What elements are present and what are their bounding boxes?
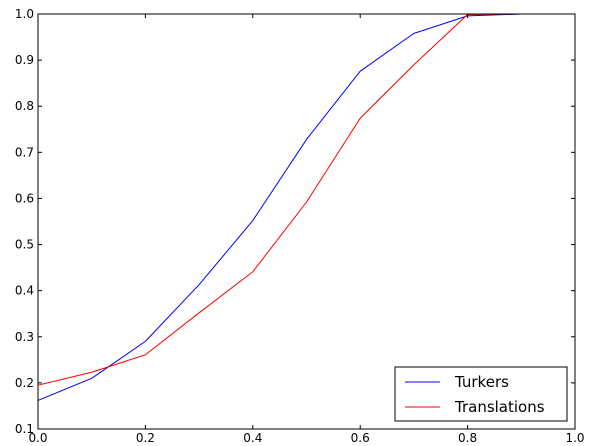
legend-label-turkers: Turkers xyxy=(454,373,509,391)
x-tick-label: 0.6 xyxy=(351,431,370,445)
y-tick-label: 1.0 xyxy=(15,7,34,21)
x-tick-label: 1.0 xyxy=(565,431,584,445)
x-tick-label: 0.4 xyxy=(243,431,262,445)
y-tick-label: 0.3 xyxy=(15,330,34,344)
x-tick-label: 0.2 xyxy=(136,431,155,445)
y-tick-label: 0.1 xyxy=(15,422,34,436)
ticks-layer: 0.0 0.2 0.4 0.6 0.8 1.0 0.1 0.2 0.3 0.4 0.5 0.6 0.7 0… xyxy=(15,7,585,445)
y-tick-label: 0.4 xyxy=(15,284,34,298)
plot-frame xyxy=(37,13,576,430)
y-tick-label: 0.6 xyxy=(15,191,34,205)
y-tick-label: 0.7 xyxy=(15,145,34,159)
y-tick-label: 0.2 xyxy=(15,376,34,390)
y-tick-label: 0.9 xyxy=(15,53,34,67)
legend-box xyxy=(394,366,568,422)
x-tick-label: 0.8 xyxy=(458,431,477,445)
legend-label-translations: Translations xyxy=(454,398,545,416)
legend: Turkers Translations xyxy=(394,366,568,422)
y-tick-label: 0.8 xyxy=(15,99,34,113)
x-tick-label: 0.0 xyxy=(28,431,47,445)
y-tick-label: 0.5 xyxy=(15,238,34,252)
